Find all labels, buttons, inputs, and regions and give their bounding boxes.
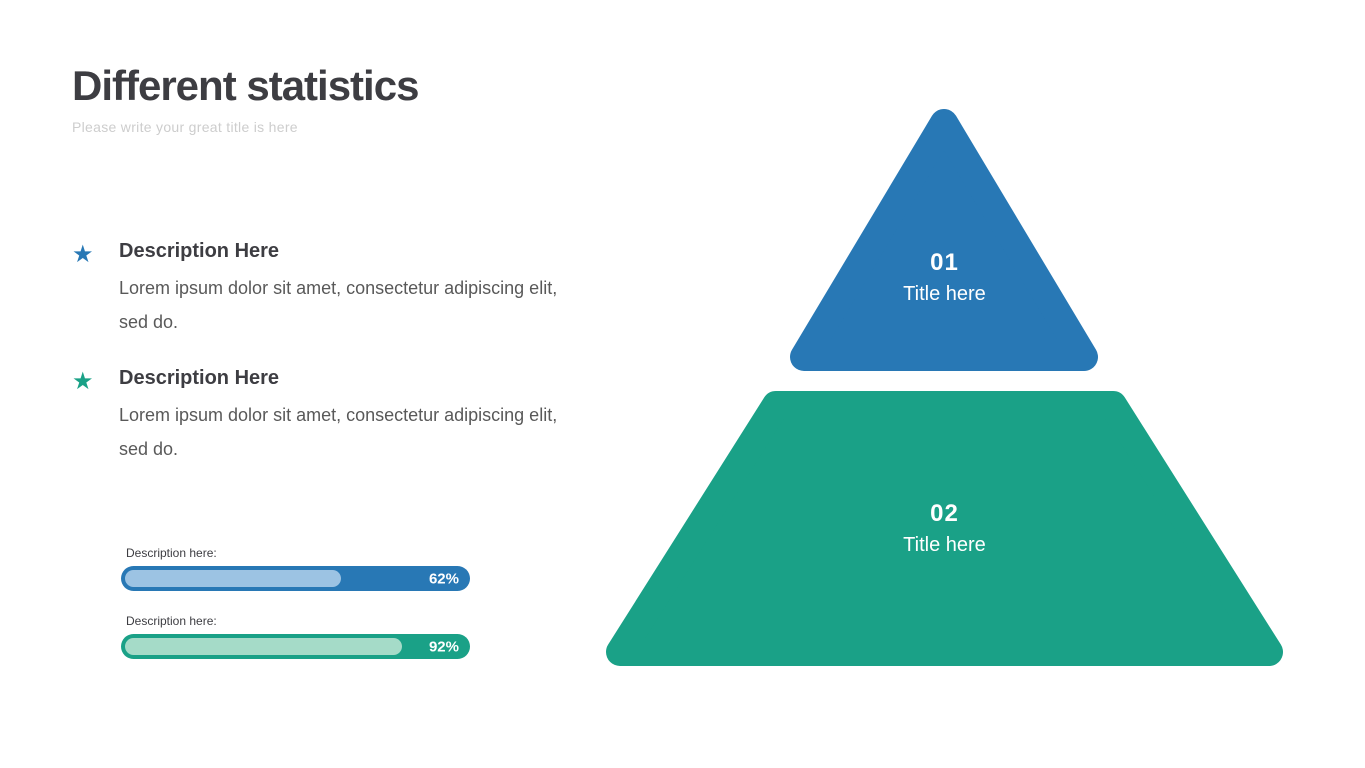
bullet-list: ★ Description Here Lorem ipsum dolor sit…	[72, 240, 577, 494]
bullet-body: Lorem ipsum dolor sit amet, consectetur …	[119, 278, 558, 332]
level-title: Title here	[903, 534, 986, 556]
star-icon: ★	[72, 368, 94, 395]
pyramid-diagram: 01 Title here 02 Title here	[604, 100, 1285, 667]
bullet-title: Description Here	[119, 240, 280, 262]
bullet-content: Description Here Lorem ipsum dolor sit a…	[119, 367, 574, 466]
progress-group: Description here: 92%	[121, 614, 470, 659]
bullet-item: ★ Description Here Lorem ipsum dolor sit…	[72, 367, 577, 466]
pyramid-level-2-text: 02 Title here	[604, 498, 1285, 560]
slide-title: Different statistics	[72, 62, 419, 109]
bullet-content: Description Here Lorem ipsum dolor sit a…	[119, 240, 574, 339]
level-number: 02	[930, 500, 959, 527]
progress-label: Description here:	[126, 614, 217, 628]
progress-value: 62%	[428, 570, 459, 587]
slide-subtitle: Please write your great title is here	[72, 119, 298, 135]
bullet-title: Description Here	[119, 367, 280, 389]
slide-header: Different statistics Please write your g…	[72, 62, 419, 135]
progress-bar: 92%	[121, 634, 470, 659]
progress-value: 92%	[428, 638, 459, 655]
progress-group: Description here: 62%	[121, 546, 470, 591]
progress-fill	[125, 638, 402, 655]
pyramid-level-2-trapezoid-icon	[606, 391, 1283, 666]
pyramid-level-1-text: 01 Title here	[604, 247, 1285, 309]
pyramid-level-1-triangle-icon	[790, 109, 1098, 371]
level-title: Title here	[903, 283, 986, 305]
star-icon: ★	[72, 241, 94, 268]
progress-bar: 62%	[121, 566, 470, 591]
bullet-item: ★ Description Here Lorem ipsum dolor sit…	[72, 240, 577, 339]
progress-fill	[125, 570, 342, 587]
bullet-body: Lorem ipsum dolor sit amet, consectetur …	[119, 405, 558, 459]
progress-label: Description here:	[126, 546, 217, 560]
level-number: 01	[930, 249, 959, 276]
progress-section: Description here: 62% Description here: …	[121, 546, 470, 682]
